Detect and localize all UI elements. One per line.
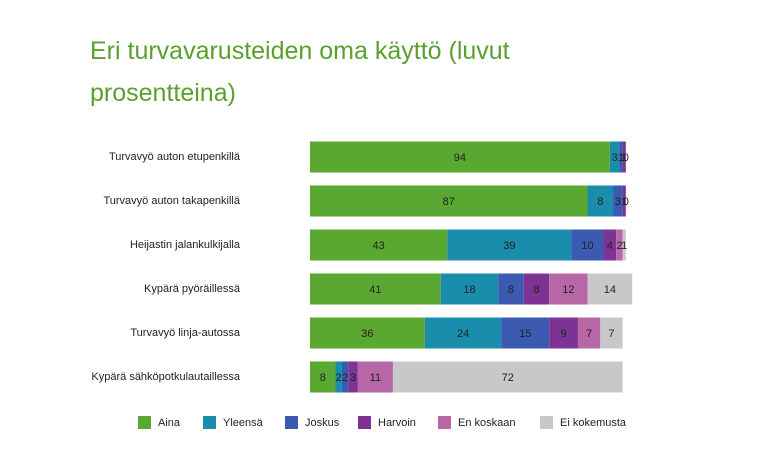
legend-swatch <box>358 416 371 429</box>
legend-label: En koskaan <box>458 417 515 429</box>
bar-segment <box>600 317 623 349</box>
bar-segment <box>613 185 623 217</box>
bar-segment <box>310 229 448 261</box>
bar-segment <box>498 273 524 305</box>
data-label: 39 <box>503 240 515 252</box>
bar-segment <box>549 317 578 349</box>
data-label: 11 <box>370 372 381 384</box>
data-label: 14 <box>604 284 616 296</box>
bar-segment <box>616 229 623 261</box>
bar-segment <box>392 361 623 393</box>
bar-segment <box>447 229 572 261</box>
data-label: 7 <box>586 328 592 340</box>
data-label: 2 <box>616 240 622 252</box>
legend-swatch <box>285 416 298 429</box>
bar-segment <box>587 185 614 217</box>
bar-segment <box>622 185 626 217</box>
data-label: 0 <box>623 152 629 164</box>
category-label: Turvavyö auton takapenkillä <box>103 195 240 207</box>
data-label: 9 <box>561 328 567 340</box>
bar-segment <box>440 273 499 305</box>
bar-segment <box>622 141 626 173</box>
legend-label: Yleensä <box>223 417 264 429</box>
legend-label: Joskus <box>305 417 340 429</box>
bar-segment <box>357 361 393 393</box>
data-label: 1 <box>621 240 627 252</box>
data-label: 87 <box>443 196 455 208</box>
legend-swatch <box>438 416 451 429</box>
data-label: 72 <box>502 372 514 384</box>
bar-segment <box>335 361 342 393</box>
bar-segment <box>549 273 588 305</box>
bar-segment <box>587 273 633 305</box>
data-label: 2 <box>342 372 348 384</box>
bar-segment <box>310 273 441 305</box>
category-label: Turvavyö auton etupenkillä <box>109 151 241 163</box>
category-label: Kypärä sähköpotkulautaillessa <box>91 371 240 383</box>
bar-segment <box>310 361 336 393</box>
category-label: Heijastin jalankulkijalla <box>130 239 241 251</box>
bar-segment <box>609 141 620 173</box>
data-label: 1 <box>621 196 627 208</box>
bar-segment <box>424 317 502 349</box>
bar-segment <box>619 141 623 173</box>
data-label: 10 <box>581 240 593 252</box>
bar-segment <box>310 141 610 173</box>
legend-swatch <box>540 416 553 429</box>
category-label: Kypärä pyöräillessä <box>144 283 241 295</box>
bar-segment <box>501 317 550 349</box>
data-label: 94 <box>454 152 466 164</box>
bar-segment <box>571 229 604 261</box>
data-label: 1 <box>618 152 624 164</box>
data-label: 3 <box>350 372 356 384</box>
bar-segment <box>348 361 358 393</box>
bar-segment <box>341 361 349 393</box>
data-label: 3 <box>615 196 621 208</box>
bar-segment <box>622 229 626 261</box>
legend-label: Ei kokemusta <box>560 417 627 429</box>
chart-title: Eri turvavarusteiden oma käyttö (luvut p… <box>90 37 510 107</box>
data-label: 12 <box>562 284 574 296</box>
legend-swatch <box>203 416 216 429</box>
legend-label: Harvoin <box>378 417 416 429</box>
bar-segment <box>523 273 550 305</box>
category-label: Turvavyö linja-autossa <box>130 327 241 339</box>
data-label: 18 <box>463 284 475 296</box>
data-label: 24 <box>457 328 469 340</box>
data-label: 4 <box>607 240 613 252</box>
data-label: 0 <box>623 196 629 208</box>
data-label: 8 <box>597 196 603 208</box>
bar-segment <box>310 317 425 349</box>
data-label: 43 <box>372 240 384 252</box>
data-label: 3 <box>612 152 618 164</box>
data-label: 7 <box>608 328 614 340</box>
data-label: 41 <box>369 284 381 296</box>
data-label: 8 <box>320 372 326 384</box>
data-label: 15 <box>519 328 531 340</box>
data-label: 8 <box>508 284 514 296</box>
bar-segment <box>603 229 617 261</box>
data-label: 36 <box>361 328 373 340</box>
legend-swatch <box>138 416 151 429</box>
data-label: 8 <box>533 284 539 296</box>
bar-segment <box>577 317 601 349</box>
data-label: 2 <box>336 372 342 384</box>
legend-label: Aina <box>158 417 181 429</box>
data-label: 1 <box>621 152 627 164</box>
bar-segment <box>310 185 588 217</box>
